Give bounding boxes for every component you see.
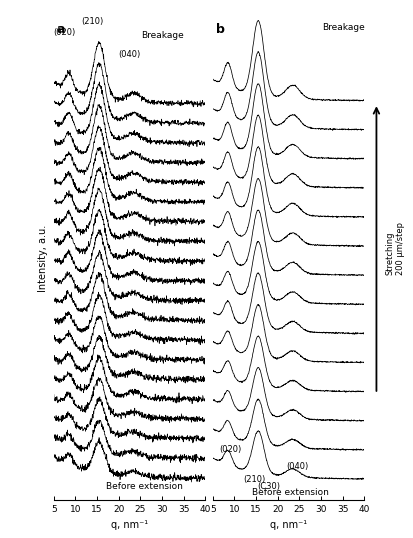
- Y-axis label: Intensity, a.u.: Intensity, a.u.: [38, 225, 48, 292]
- Text: Stretching
200 μm/step: Stretching 200 μm/step: [226, 222, 245, 275]
- Text: Stretching
200 μm/step: Stretching 200 μm/step: [385, 222, 404, 275]
- Text: (020): (020): [218, 444, 241, 454]
- Text: (210): (210): [81, 17, 104, 26]
- Text: b: b: [215, 24, 224, 37]
- Text: (040): (040): [285, 462, 308, 471]
- X-axis label: q, nm⁻¹: q, nm⁻¹: [269, 520, 306, 530]
- Text: (040): (040): [118, 50, 140, 59]
- Text: Breakage: Breakage: [140, 31, 183, 40]
- Text: Breakage: Breakage: [321, 24, 364, 32]
- Text: Before extension: Before extension: [252, 488, 328, 497]
- X-axis label: q, nm⁻¹: q, nm⁻¹: [111, 520, 148, 530]
- Text: a: a: [57, 24, 65, 37]
- Text: (020): (020): [53, 29, 76, 37]
- Text: (210): (210): [242, 475, 264, 484]
- Text: Before extension: Before extension: [106, 483, 183, 491]
- Text: (C30): (C30): [257, 482, 280, 491]
